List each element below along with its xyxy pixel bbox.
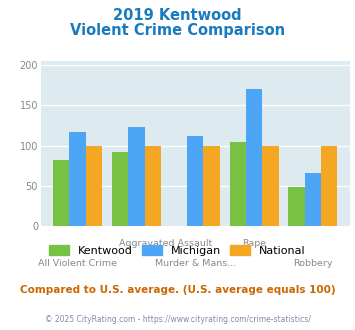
Bar: [230, 142, 246, 226]
Bar: [187, 136, 203, 226]
Bar: [70, 132, 86, 226]
Bar: [86, 146, 102, 226]
Legend: Kentwood, Michigan, National: Kentwood, Michigan, National: [45, 241, 310, 260]
Bar: [305, 173, 321, 226]
Bar: [203, 146, 220, 226]
Text: Violent Crime Comparison: Violent Crime Comparison: [70, 23, 285, 38]
Text: Murder & Mans...: Murder & Mans...: [155, 259, 236, 268]
Text: 2019 Kentwood: 2019 Kentwood: [113, 8, 242, 23]
Bar: [53, 160, 70, 226]
Bar: [321, 146, 337, 226]
Text: Compared to U.S. average. (U.S. average equals 100): Compared to U.S. average. (U.S. average …: [20, 285, 335, 295]
Text: All Violent Crime: All Violent Crime: [38, 259, 117, 268]
Bar: [128, 127, 144, 226]
Bar: [144, 146, 161, 226]
Bar: [112, 152, 128, 226]
Bar: [246, 89, 262, 226]
Bar: [262, 146, 279, 226]
Text: © 2025 CityRating.com - https://www.cityrating.com/crime-statistics/: © 2025 CityRating.com - https://www.city…: [45, 315, 310, 324]
Bar: [288, 186, 305, 226]
Text: Rape: Rape: [242, 239, 266, 248]
Text: Robbery: Robbery: [293, 259, 333, 268]
Text: Aggravated Assault: Aggravated Assault: [119, 239, 212, 248]
